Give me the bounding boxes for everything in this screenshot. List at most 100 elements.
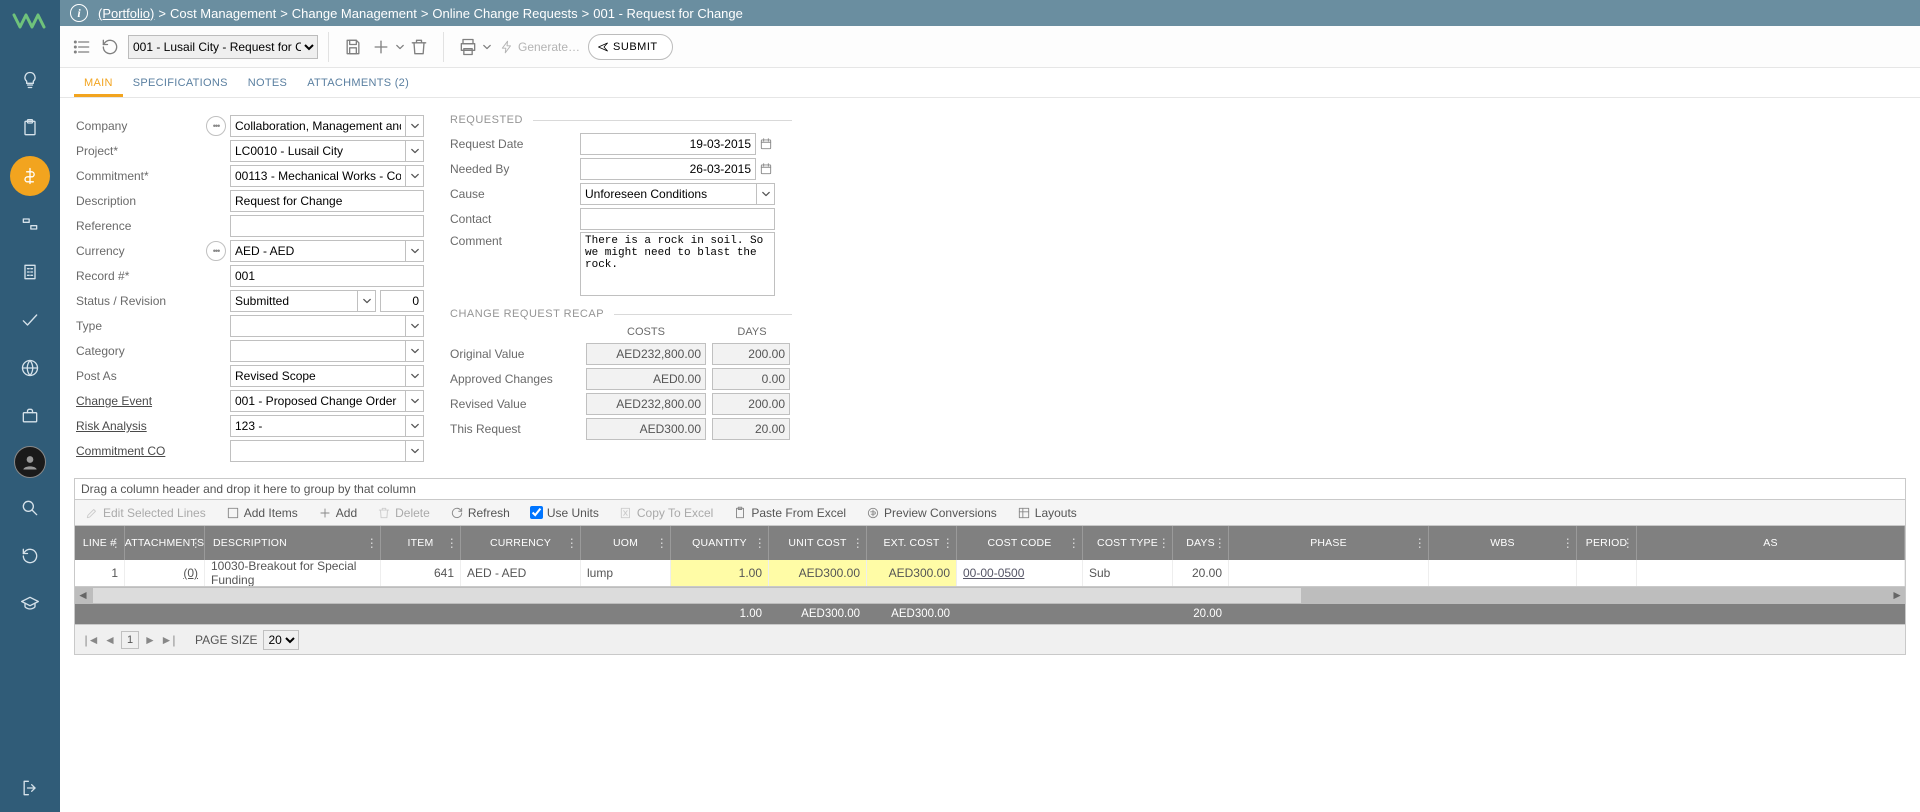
delete-icon[interactable]: [405, 33, 433, 61]
label-risk[interactable]: Risk Analysis: [76, 419, 206, 433]
nav-cost-icon[interactable]: [10, 156, 50, 196]
nav-education-icon[interactable]: [10, 584, 50, 624]
requestdate-field[interactable]: [580, 133, 756, 155]
tab-attachments[interactable]: ATTACHMENTS (2): [297, 70, 419, 97]
nav-ideas-icon[interactable]: [10, 60, 50, 100]
pager-first-icon[interactable]: |◄: [83, 631, 101, 649]
grid-row[interactable]: 1 (0) 10030-Breakout for Special Funding…: [75, 560, 1905, 586]
grid-preview-button[interactable]: Preview Conversions: [856, 500, 1007, 525]
nav-check-icon[interactable]: [10, 300, 50, 340]
category-dropdown-icon[interactable]: [406, 340, 424, 362]
nav-compare-icon[interactable]: [10, 204, 50, 244]
cell-quantity[interactable]: 1.00: [671, 560, 769, 586]
document-selector[interactable]: 001 - Lusail City - Request for Change: [128, 35, 318, 59]
commitment-field[interactable]: [230, 165, 406, 187]
grid-delete-button[interactable]: Delete: [367, 500, 440, 525]
status-dropdown-icon[interactable]: [358, 290, 376, 312]
neededby-calendar-icon[interactable]: [756, 158, 776, 180]
nav-building-icon[interactable]: [10, 252, 50, 292]
cell-attachments[interactable]: (0): [125, 560, 205, 586]
col-uom[interactable]: UOM⋮: [581, 526, 671, 560]
col-quantity[interactable]: QUANTITY⋮: [671, 526, 769, 560]
cell-extcost[interactable]: AED300.00: [867, 560, 957, 586]
grid-edit-button[interactable]: Edit Selected Lines: [75, 500, 216, 525]
grid-group-hint[interactable]: Drag a column header and drop it here to…: [75, 479, 1905, 500]
col-costtype[interactable]: COST TYPE⋮: [1083, 526, 1173, 560]
changeevent-dropdown-icon[interactable]: [406, 390, 424, 412]
nav-globe-icon[interactable]: [10, 348, 50, 388]
pager-size-select[interactable]: 20: [263, 630, 299, 650]
project-dropdown-icon[interactable]: [406, 140, 424, 162]
pager-next-icon[interactable]: ►: [141, 631, 159, 649]
grid-useunits-check[interactable]: Use Units: [520, 506, 609, 520]
status-field[interactable]: [230, 290, 358, 312]
tab-specifications[interactable]: SPECIFICATIONS: [123, 70, 238, 97]
col-description[interactable]: DESCRIPTION⋮: [205, 526, 381, 560]
postas-dropdown-icon[interactable]: [406, 365, 424, 387]
grid-pasteexcel-button[interactable]: Paste From Excel: [723, 500, 856, 525]
cell-costcode[interactable]: 00-00-0500: [957, 560, 1083, 586]
col-days[interactable]: DAYS⋮: [1173, 526, 1229, 560]
neededby-field[interactable]: [580, 158, 756, 180]
currency-dropdown-icon[interactable]: [406, 240, 424, 262]
changeevent-field[interactable]: [230, 390, 406, 412]
col-line[interactable]: LINE #⋮: [75, 526, 125, 560]
col-wbs[interactable]: WBS⋮: [1429, 526, 1577, 560]
cell-unitcost[interactable]: AED300.00: [769, 560, 867, 586]
col-attachments[interactable]: ATTACHMENTS⋮: [125, 526, 205, 560]
new-dropdown-icon[interactable]: [395, 33, 405, 61]
record-field[interactable]: [230, 265, 424, 287]
category-field[interactable]: [230, 340, 406, 362]
pager-last-icon[interactable]: ►|: [159, 631, 177, 649]
col-item[interactable]: ITEM⋮: [381, 526, 461, 560]
grid-h-scrollbar[interactable]: ◄►: [75, 586, 1905, 604]
col-unitcost[interactable]: UNIT COST⋮: [769, 526, 867, 560]
contact-field[interactable]: [580, 208, 775, 230]
save-icon[interactable]: [339, 33, 367, 61]
label-changeevent[interactable]: Change Event: [76, 394, 206, 408]
pager-page-number[interactable]: 1: [121, 631, 139, 649]
col-as[interactable]: AS: [1637, 526, 1905, 560]
label-commitmentco[interactable]: Commitment CO: [76, 444, 206, 458]
commitmentco-dropdown-icon[interactable]: [406, 440, 424, 462]
company-picker-icon[interactable]: •••: [206, 116, 226, 136]
type-dropdown-icon[interactable]: [406, 315, 424, 337]
grid-additems-button[interactable]: Add Items: [216, 500, 308, 525]
nav-logout-icon[interactable]: [10, 768, 50, 808]
grid-layouts-button[interactable]: Layouts: [1007, 500, 1087, 525]
risk-field[interactable]: [230, 415, 406, 437]
revision-field[interactable]: [380, 290, 424, 312]
nav-history-icon[interactable]: [10, 536, 50, 576]
commitmentco-field[interactable]: [230, 440, 406, 462]
grid-refresh-button[interactable]: Refresh: [440, 500, 520, 525]
type-field[interactable]: [230, 315, 406, 337]
nav-search-icon[interactable]: [10, 488, 50, 528]
tab-notes[interactable]: NOTES: [238, 70, 297, 97]
comment-field[interactable]: There is a rock in soil. So we might nee…: [580, 232, 775, 296]
project-field[interactable]: [230, 140, 406, 162]
commitment-dropdown-icon[interactable]: [406, 165, 424, 187]
list-icon[interactable]: [68, 33, 96, 61]
currency-field[interactable]: [230, 240, 406, 262]
col-costcode[interactable]: COST CODE⋮: [957, 526, 1083, 560]
col-period[interactable]: PERIOD⋮: [1577, 526, 1637, 560]
grid-add-button[interactable]: Add: [308, 500, 367, 525]
nav-briefcase-icon[interactable]: [10, 396, 50, 436]
breadcrumb-root[interactable]: (Portfolio): [98, 6, 154, 21]
company-dropdown-icon[interactable]: [406, 115, 424, 137]
print-dropdown-icon[interactable]: [482, 33, 492, 61]
col-phase[interactable]: PHASE⋮: [1229, 526, 1429, 560]
col-currency[interactable]: CURRENCY⋮: [461, 526, 581, 560]
col-extcost[interactable]: EXT. COST⋮: [867, 526, 957, 560]
currency-picker-icon[interactable]: •••: [206, 241, 226, 261]
tab-main[interactable]: MAIN: [74, 70, 123, 97]
cause-dropdown-icon[interactable]: [757, 183, 775, 205]
pager-prev-icon[interactable]: ◄: [101, 631, 119, 649]
info-icon[interactable]: i: [70, 4, 88, 22]
cause-field[interactable]: [580, 183, 757, 205]
grid-copyexcel-button[interactable]: Copy To Excel: [609, 500, 723, 525]
company-field[interactable]: [230, 115, 406, 137]
history-icon[interactable]: [96, 33, 124, 61]
requestdate-calendar-icon[interactable]: [756, 133, 776, 155]
user-avatar[interactable]: [14, 446, 46, 478]
